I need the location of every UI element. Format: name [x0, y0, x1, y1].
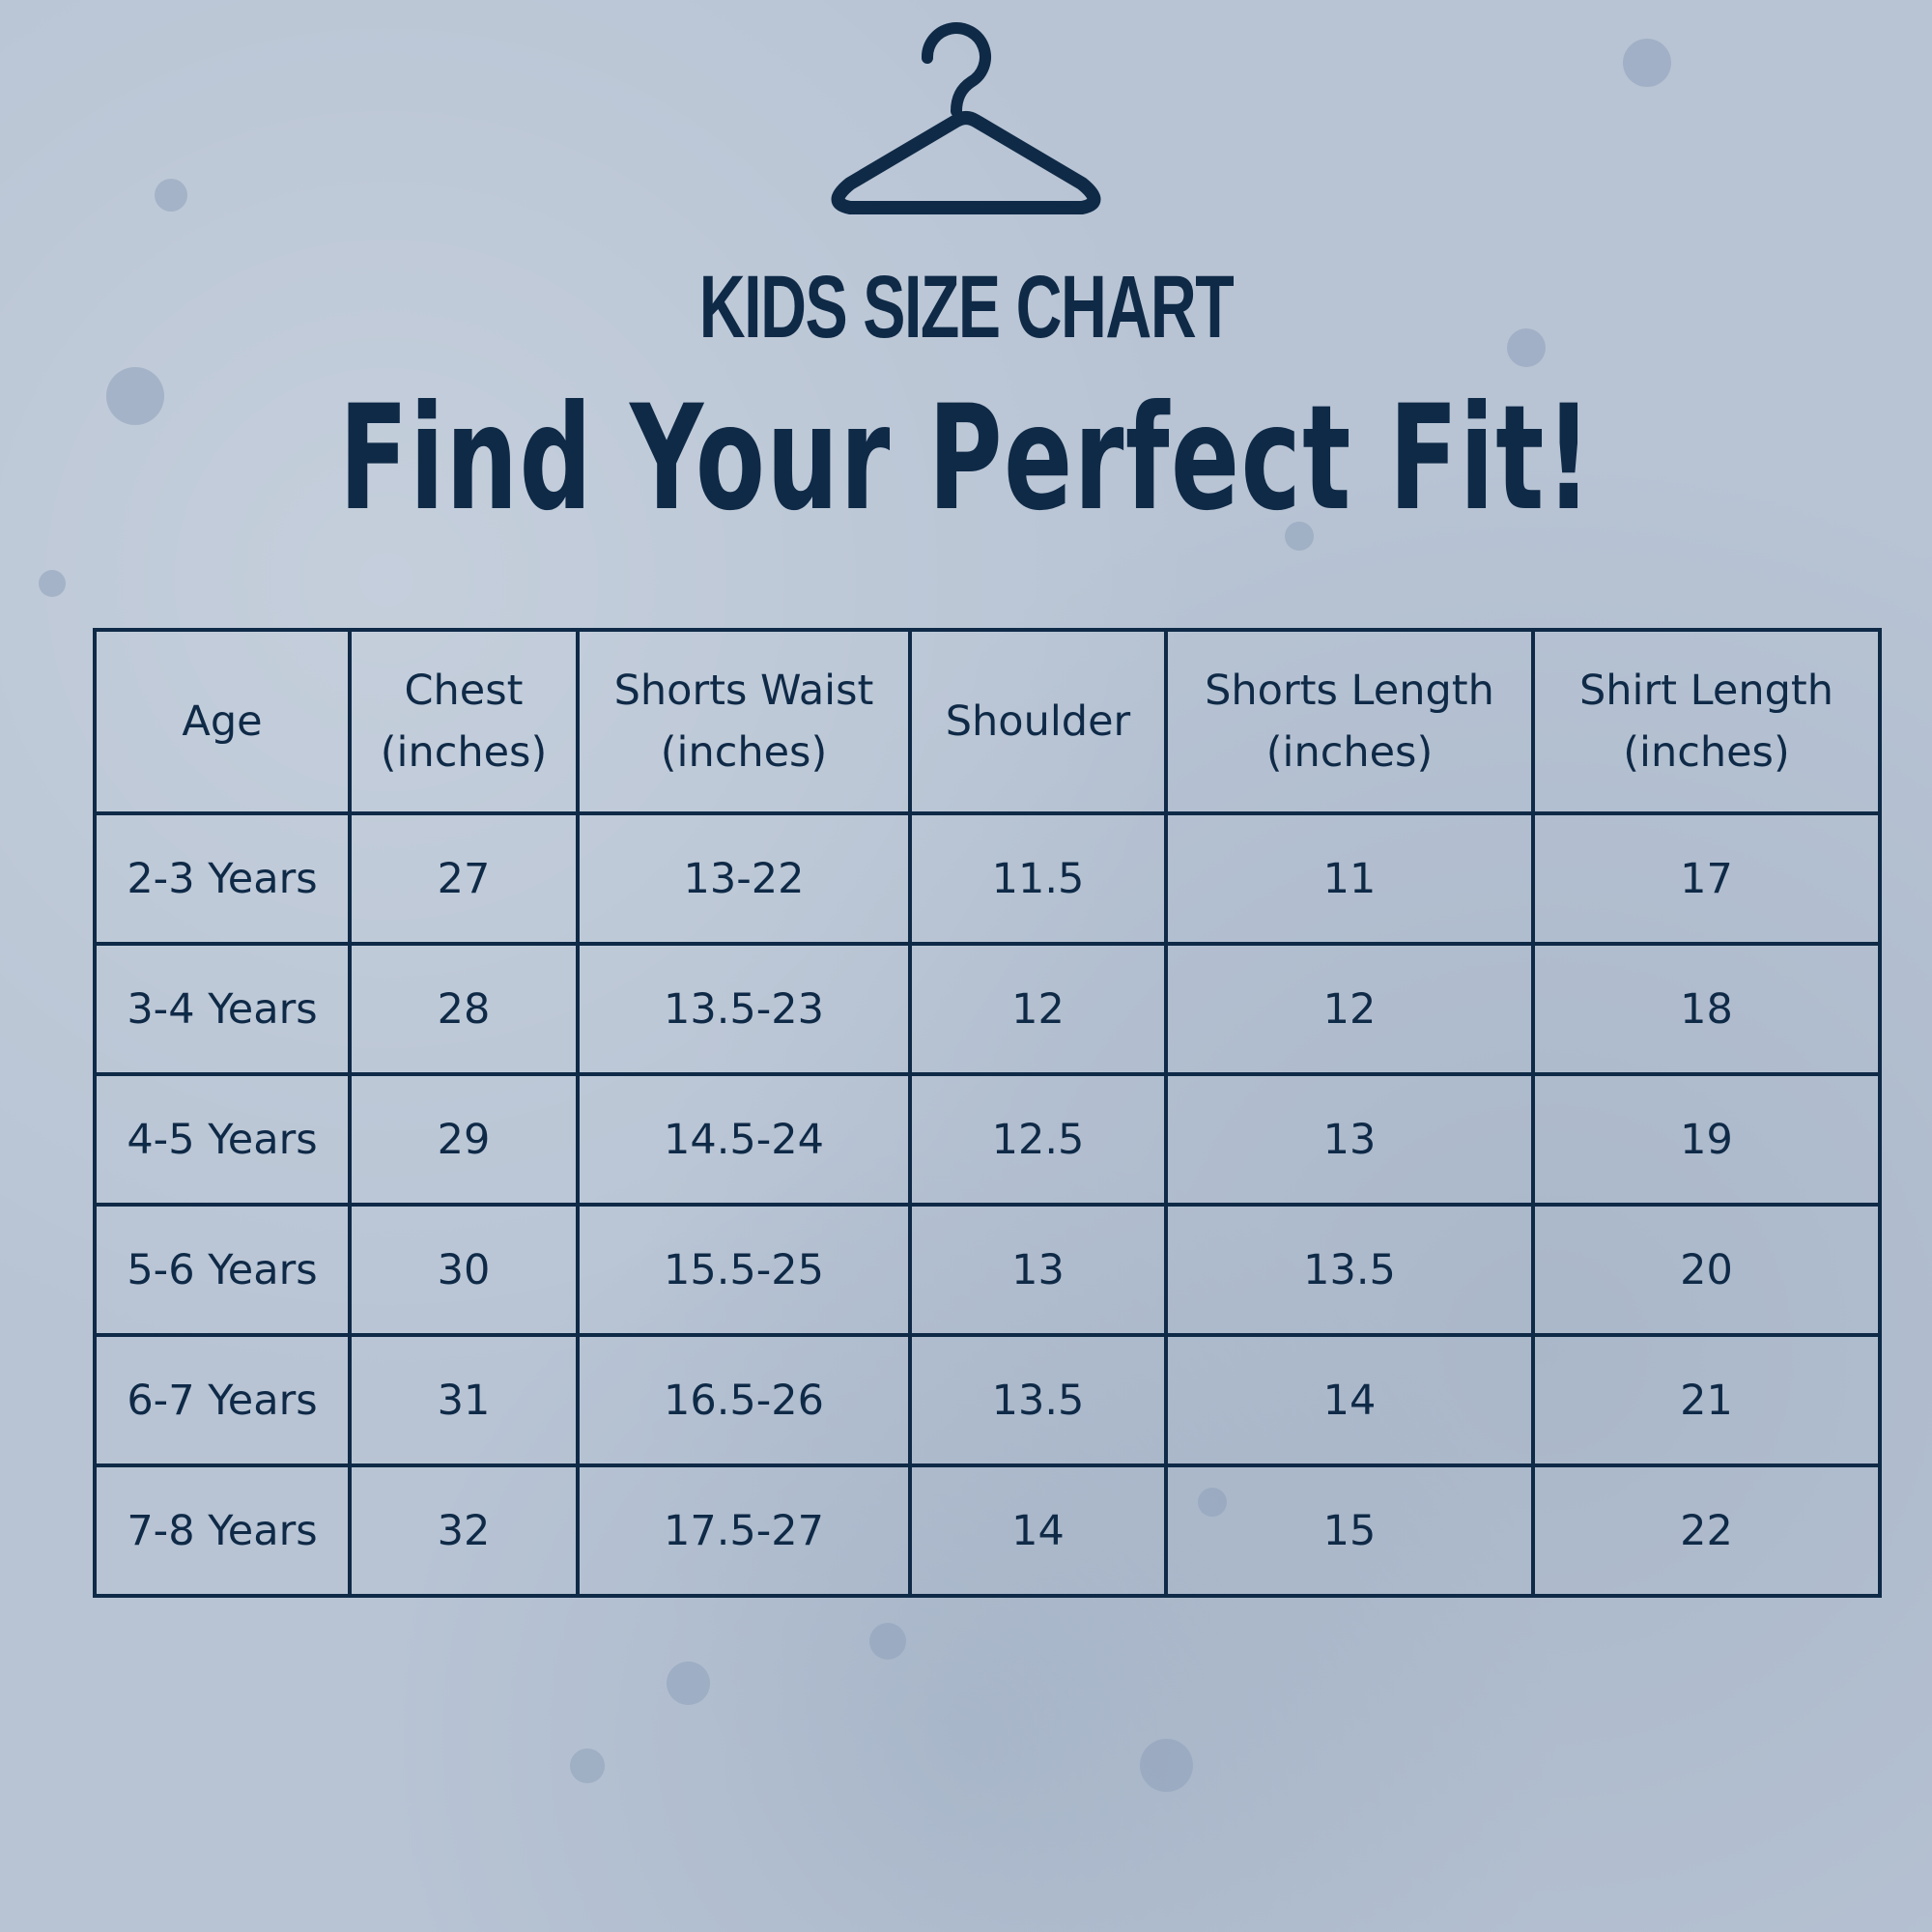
column-header-line: Shorts Waist	[613, 667, 874, 715]
value-cell: 12	[1164, 942, 1535, 1076]
column-header-line: (inches)	[380, 728, 548, 777]
value-cell: 18	[1531, 942, 1882, 1076]
value-cell: 32	[348, 1463, 580, 1598]
table-row: 5-6 Years 30 15.5-25 13 13.5 20	[93, 1203, 1882, 1337]
table-header-row: Age Chest (inches) Shorts Waist (inches) Shou…	[93, 628, 1882, 815]
value-cell: 15.5-25	[576, 1203, 912, 1337]
column-header-line: Shoulder	[945, 697, 1131, 746]
value-cell: 13.5	[1164, 1203, 1535, 1337]
value-cell: 11.5	[908, 811, 1168, 946]
value-cell: 14	[908, 1463, 1168, 1598]
size-chart-table: Age Chest (inches) Shorts Waist (inches) Shou…	[93, 628, 1882, 1598]
value-cell: 13	[1164, 1072, 1535, 1207]
value-cell: 30	[348, 1203, 580, 1337]
table-row: 4-5 Years 29 14.5-24 12.5 13 19	[93, 1072, 1882, 1207]
age-cell: 7-8 Years	[93, 1463, 352, 1598]
column-header-line: Chest	[404, 667, 524, 715]
age-cell: 5-6 Years	[93, 1203, 352, 1337]
column-header-line: Shirt Length	[1578, 667, 1834, 715]
page-title: Find Your Perfect Fit!	[338, 375, 1594, 543]
column-header: Shorts Waist (inches)	[576, 628, 912, 815]
column-header: Shirt Length (inches)	[1531, 628, 1882, 815]
value-cell: 15	[1164, 1463, 1535, 1598]
column-header-line: Shorts Length	[1205, 667, 1494, 715]
column-header-line: Age	[182, 697, 263, 746]
value-cell: 12	[908, 942, 1168, 1076]
value-cell: 20	[1531, 1203, 1882, 1337]
table-row: 2-3 Years 27 13-22 11.5 11 17	[93, 811, 1882, 946]
value-cell: 13.5-23	[576, 942, 912, 1076]
value-cell: 28	[348, 942, 580, 1076]
value-cell: 17	[1531, 811, 1882, 946]
column-header-line: (inches)	[1265, 728, 1434, 777]
value-cell: 16.5-26	[576, 1333, 912, 1467]
value-cell: 17.5-27	[576, 1463, 912, 1598]
column-header: Shorts Length (inches)	[1164, 628, 1535, 815]
column-header: Chest (inches)	[348, 628, 580, 815]
value-cell: 13.5	[908, 1333, 1168, 1467]
value-cell: 13-22	[576, 811, 912, 946]
column-header-line: (inches)	[1623, 728, 1790, 777]
table-row: 7-8 Years 32 17.5-27 14 15 22	[93, 1463, 1882, 1598]
hanger-icon	[831, 22, 1101, 214]
value-cell: 12.5	[908, 1072, 1168, 1207]
column-header: Shoulder	[908, 628, 1168, 815]
value-cell: 13	[908, 1203, 1168, 1337]
value-cell: 19	[1531, 1072, 1882, 1207]
age-cell: 2-3 Years	[93, 811, 352, 946]
subtitle: KIDS SIZE CHART	[698, 258, 1235, 356]
value-cell: 11	[1164, 811, 1535, 946]
value-cell: 29	[348, 1072, 580, 1207]
table-row: 6-7 Years 31 16.5-26 13.5 14 21	[93, 1333, 1882, 1467]
column-header: Age	[93, 628, 352, 815]
age-cell: 3-4 Years	[93, 942, 352, 1076]
value-cell: 21	[1531, 1333, 1882, 1467]
value-cell: 14	[1164, 1333, 1535, 1467]
value-cell: 22	[1531, 1463, 1882, 1598]
value-cell: 14.5-24	[576, 1072, 912, 1207]
age-cell: 6-7 Years	[93, 1333, 352, 1467]
column-header-line: (inches)	[660, 728, 828, 777]
age-cell: 4-5 Years	[93, 1072, 352, 1207]
value-cell: 27	[348, 811, 580, 946]
table-row: 3-4 Years 28 13.5-23 12 12 18	[93, 942, 1882, 1076]
value-cell: 31	[348, 1333, 580, 1467]
